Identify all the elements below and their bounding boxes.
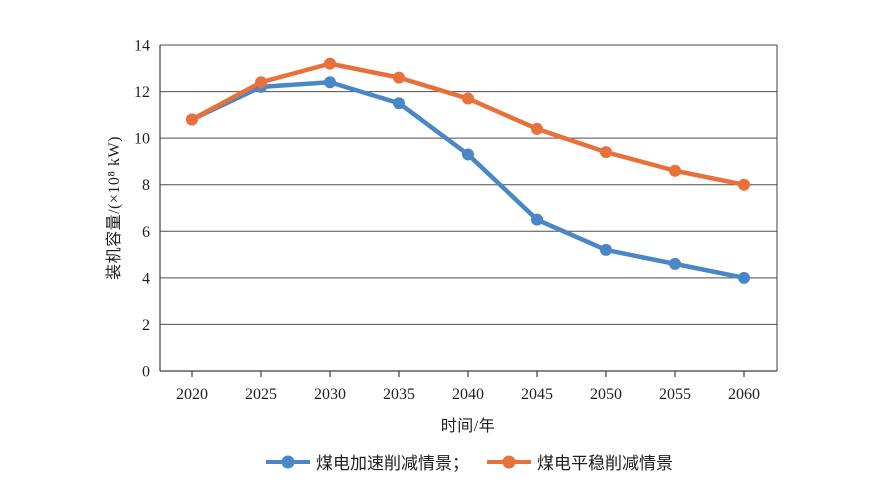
x-axis-tick-label: 2060 [728,386,760,403]
x-axis-tick-label: 2040 [452,386,484,403]
y-axis-tick-label: 8 [142,177,150,194]
legend-item-steady: 煤电平稳削减情景 [487,449,673,474]
y-axis-tick-label: 10 [134,131,150,148]
legend-dot-icon [281,455,295,468]
legend: 煤电加速削减情景； 煤电平稳削减情景 [266,449,673,474]
data-point-0-2055 [669,257,681,270]
legend-marker-orange-icon [487,455,531,468]
data-point-0-2030 [324,76,336,89]
data-point-0-2035 [393,97,405,110]
data-point-0-2045 [531,213,543,226]
data-point-0-2050 [600,243,612,256]
x-axis-tick-label: 2030 [314,386,346,403]
data-point-1-2030 [324,57,336,70]
data-point-1-2025 [255,76,267,89]
y-axis-tick-label: 0 [142,364,150,381]
legend-marker-blue-icon [266,455,310,468]
data-point-0-2040 [462,148,474,161]
x-axis-tick-label: 2025 [245,386,277,403]
data-point-1-2050 [600,146,612,159]
y-axis-tick-label: 2 [142,317,150,334]
data-point-1-2060 [738,178,750,191]
x-axis-tick-label: 2045 [521,386,553,403]
x-axis-tick-label: 2020 [176,386,208,403]
data-point-0-2060 [738,271,750,284]
x-axis-tick-label: 2055 [659,386,691,403]
legend-label-accelerated: 煤电加速削减情景； [316,454,469,473]
legend-dot-icon [502,455,516,468]
y-axis-tick-label: 12 [134,84,150,101]
y-axis-tick-label: 6 [142,224,150,241]
legend-label-steady: 煤电平稳削减情景 [537,454,673,473]
y-axis-tick-label: 14 [134,38,150,55]
series-line-1 [189,61,747,187]
data-point-1-2035 [393,71,405,84]
data-point-1-2020 [186,113,198,126]
series-line-0 [189,80,747,281]
x-axis-tick-label: 2035 [383,386,415,403]
y-axis-title: 装机容量/(×10⁸ kW) [106,136,123,280]
data-point-1-2045 [531,122,543,135]
x-axis-title: 时间/年 [440,418,496,435]
data-point-1-2040 [462,92,474,105]
legend-item-accelerated: 煤电加速削减情景； [266,449,469,474]
x-axis-tick-label: 2050 [590,386,622,403]
y-axis-tick-label: 4 [142,270,150,287]
data-point-1-2055 [669,164,681,177]
